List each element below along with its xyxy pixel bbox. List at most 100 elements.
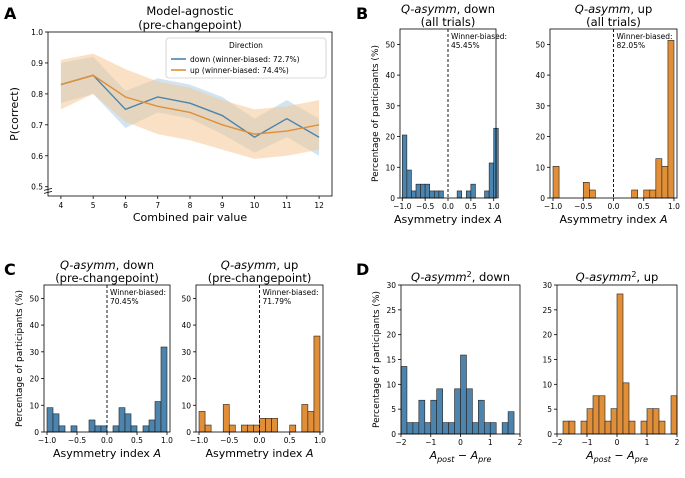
y-tick-label: 5 [391, 405, 396, 414]
x-tick-label: 1.0 [161, 436, 173, 445]
histogram-bar [472, 422, 479, 435]
histogram-bar [442, 422, 449, 435]
histogram-bar [484, 190, 490, 199]
histogram-bar [589, 189, 596, 199]
x-axis-label-part: A [429, 449, 438, 462]
x-tick-label: −2 [551, 438, 562, 447]
histogram-bar [501, 422, 509, 435]
histogram-title: Q-asymm2, down [411, 270, 510, 285]
y-tick-label: 20 [386, 331, 396, 340]
legend-entry-down: down (winner-biased: 72.7%) [190, 55, 300, 64]
annotation-value: 45.45% [451, 41, 480, 50]
legend-title: Direction [229, 41, 263, 50]
histogram-bar [289, 424, 297, 433]
histogram-bar [301, 404, 309, 433]
histogram-bar [418, 399, 426, 435]
histogram-bar [652, 408, 660, 435]
histogram-bar [424, 422, 432, 435]
histogram-subtitle: (all trials) [421, 15, 476, 29]
histogram-bar [454, 388, 461, 435]
x-tick-label: 1 [488, 438, 493, 447]
histogram-bar [130, 425, 138, 433]
x-tick-label: 6 [123, 201, 128, 210]
y-tick-label: 40 [29, 321, 39, 330]
histogram-bar [582, 182, 590, 199]
y-tick-label: 25 [386, 306, 396, 315]
x-tick-label: 5 [91, 201, 96, 210]
x-tick-label: 11 [282, 201, 292, 210]
title-direction: , down [472, 270, 510, 284]
histogram-bar [100, 425, 108, 433]
x-tick-label: 0.0 [101, 436, 113, 445]
title-model-name: Q-asymm [221, 258, 277, 272]
y-tick-label: 15 [386, 356, 396, 365]
histogram-bar [489, 422, 497, 435]
y-tick-label: 50 [385, 40, 395, 49]
histogram-bar [46, 407, 54, 433]
x-tick-label: 7 [155, 201, 160, 210]
y-tick-label: 40 [535, 71, 545, 80]
x-axis-label-symbol: A [493, 213, 502, 226]
histogram-title: Q-asymm, down [401, 2, 495, 16]
x-tick-label: −1 [425, 438, 436, 447]
x-axis-label-symbol: A [659, 213, 668, 226]
y-tick-label: 20 [535, 133, 545, 142]
histogram-bar [598, 395, 606, 435]
y-tick-label: 0 [547, 430, 552, 439]
legend-entry-up: up (winner-biased: 74.4%) [190, 66, 289, 75]
chart-a-subtitle: (pre-changepoint) [138, 18, 242, 32]
y-tick-label: 30 [29, 348, 39, 357]
y-tick-label: 10 [386, 380, 396, 389]
histogram-bar [470, 183, 476, 199]
x-axis-label: Apost − Apre [429, 449, 492, 464]
panel-a-line-chart: Model-agnostic(pre-changepoint) 4 5 6 7 8 9 10 1… [8, 4, 333, 224]
histogram-bar [649, 189, 657, 199]
y-tick-label: 10 [385, 163, 395, 172]
histogram-bar [148, 419, 156, 433]
x-tick-label: 8 [188, 201, 193, 210]
histogram-bar [562, 420, 570, 435]
histogram-bar [483, 422, 491, 435]
histogram-bar [507, 411, 515, 435]
x-axis-label-text: Asymmetry index [53, 447, 153, 460]
histogram-bar [661, 166, 669, 199]
histogram-bar [604, 420, 612, 435]
x-tick-label: 9 [220, 201, 225, 210]
y-axis-label: Percentage of participants (%) [15, 290, 25, 427]
histogram-bar [610, 408, 618, 435]
x-axis-label: Asymmetry index A [560, 213, 668, 226]
x-axis-label: Apost − Apre [585, 449, 648, 464]
title-superscript: 2 [467, 270, 472, 279]
histogram-bar [456, 190, 463, 199]
x-tick-label: 0.5 [465, 202, 477, 211]
y-tick-label: 20 [385, 133, 395, 142]
x-tick-label: −0.5 [68, 436, 86, 445]
x-axis-label-part: A [585, 449, 594, 462]
histogram-bar [222, 404, 230, 433]
x-tick-label: −1.0 [544, 202, 562, 211]
histogram-bar [406, 422, 414, 435]
x-tick-label: 1.0 [668, 202, 680, 211]
x-tick-label: −1.0 [393, 202, 411, 211]
y-tick-label: 30 [535, 102, 545, 111]
x-tick-label: −0.5 [220, 436, 238, 445]
histogram-bar [658, 420, 666, 435]
y-axis-label: Percentage of participants (%) [371, 45, 381, 182]
x-axis-label-part: pre [477, 455, 491, 464]
histogram-bar [415, 183, 421, 199]
histogram-bar [406, 169, 412, 199]
title-direction: , up [636, 270, 658, 284]
y-tick-label: 25 [542, 306, 552, 315]
x-tick-label: −0.5 [416, 202, 434, 211]
histogram-bar [241, 424, 248, 433]
histogram-bar [552, 166, 560, 199]
x-tick-label: −1.0 [190, 436, 208, 445]
histogram-bar [142, 425, 150, 433]
x-tick-label: 0 [615, 438, 620, 447]
panel-label-c: C [4, 260, 16, 279]
histogram-subtitle: (pre-changepoint) [208, 271, 312, 285]
histogram-bar [265, 418, 272, 433]
x-axis-label: Asymmetry index A [53, 447, 161, 460]
y-tick-label: 0 [391, 430, 396, 439]
series-line-up [60, 74, 320, 135]
